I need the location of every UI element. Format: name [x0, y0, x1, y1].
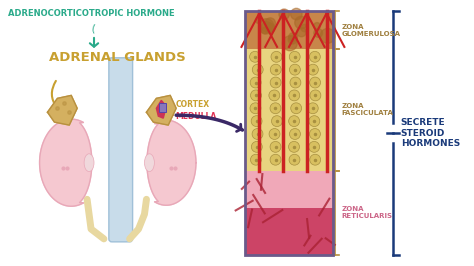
Text: SECRETE
STEROID
HORMONES: SECRETE STEROID HORMONES — [401, 118, 460, 148]
Bar — [159, 103, 166, 112]
Text: ZONA
FASCICULATA: ZONA FASCICULATA — [341, 103, 393, 116]
Polygon shape — [47, 95, 77, 125]
Circle shape — [291, 103, 301, 114]
Circle shape — [314, 29, 323, 37]
Circle shape — [310, 77, 320, 88]
Circle shape — [252, 128, 263, 139]
Text: MEDULLA: MEDULLA — [175, 112, 217, 121]
Circle shape — [270, 77, 281, 88]
Circle shape — [289, 154, 300, 165]
Text: ZONA
RETICULARIS: ZONA RETICULARIS — [341, 206, 392, 219]
Circle shape — [308, 64, 319, 75]
Bar — [246, 49, 332, 171]
Circle shape — [320, 28, 335, 43]
Bar — [246, 171, 332, 208]
Circle shape — [310, 154, 320, 165]
Bar — [246, 11, 332, 49]
Circle shape — [250, 51, 261, 62]
Circle shape — [270, 103, 281, 114]
Circle shape — [252, 64, 263, 75]
Bar — [246, 208, 332, 255]
Circle shape — [261, 27, 268, 34]
Circle shape — [310, 90, 321, 101]
Circle shape — [265, 23, 274, 32]
Polygon shape — [147, 120, 196, 205]
Circle shape — [289, 51, 300, 62]
Circle shape — [259, 19, 274, 34]
Circle shape — [270, 64, 281, 75]
Text: ZONA
GLOMERULOSA: ZONA GLOMERULOSA — [341, 24, 401, 37]
Circle shape — [251, 116, 262, 127]
Circle shape — [250, 90, 261, 101]
Circle shape — [283, 36, 297, 51]
Ellipse shape — [145, 154, 155, 172]
Circle shape — [289, 116, 300, 127]
Circle shape — [270, 142, 281, 152]
Circle shape — [288, 35, 297, 44]
Circle shape — [271, 51, 282, 62]
Circle shape — [289, 33, 298, 41]
Circle shape — [250, 103, 261, 114]
Circle shape — [261, 22, 272, 32]
Text: ADRENAL GLANDS: ADRENAL GLANDS — [49, 51, 186, 64]
Circle shape — [250, 154, 261, 165]
Text: CORTEX: CORTEX — [175, 100, 210, 109]
Text: (: ( — [91, 23, 97, 34]
Circle shape — [309, 116, 320, 127]
Circle shape — [267, 24, 275, 32]
Circle shape — [269, 128, 280, 139]
Circle shape — [265, 18, 275, 28]
Circle shape — [250, 77, 261, 88]
Circle shape — [279, 9, 290, 19]
Circle shape — [251, 142, 262, 152]
Circle shape — [307, 103, 318, 114]
Ellipse shape — [84, 154, 94, 172]
Circle shape — [309, 142, 319, 152]
Circle shape — [255, 17, 262, 23]
Circle shape — [314, 23, 320, 30]
Bar — [246, 11, 332, 255]
Circle shape — [290, 77, 301, 88]
Polygon shape — [146, 95, 176, 125]
Circle shape — [291, 8, 302, 20]
Circle shape — [269, 90, 280, 101]
FancyBboxPatch shape — [109, 58, 133, 242]
Circle shape — [289, 90, 300, 101]
Text: ADRENOCORTICOTROPIC HORMONE: ADRENOCORTICOTROPIC HORMONE — [8, 9, 174, 18]
Circle shape — [290, 128, 301, 139]
Circle shape — [295, 16, 307, 29]
Circle shape — [290, 64, 301, 75]
Circle shape — [301, 24, 309, 32]
Polygon shape — [40, 119, 92, 206]
Circle shape — [272, 116, 283, 127]
Circle shape — [270, 154, 281, 165]
Circle shape — [289, 142, 300, 152]
Circle shape — [310, 51, 320, 62]
Circle shape — [310, 128, 320, 139]
Circle shape — [297, 27, 306, 37]
Polygon shape — [156, 100, 166, 118]
